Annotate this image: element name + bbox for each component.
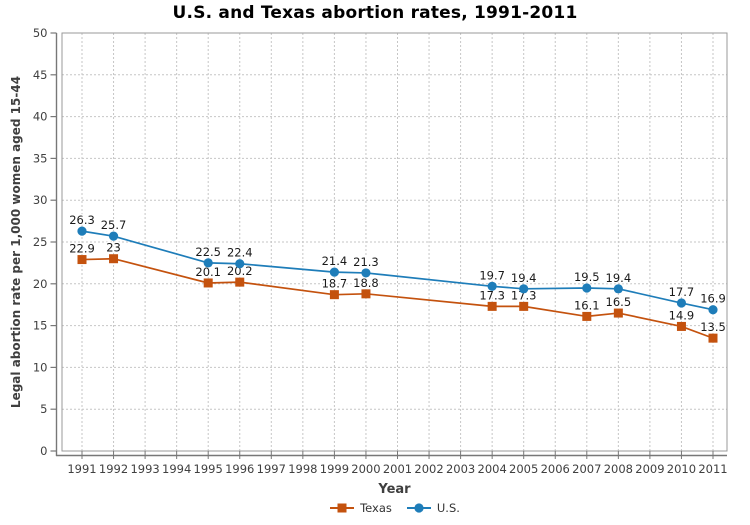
y-tick-label: 0 xyxy=(40,444,47,458)
value-label: 21.3 xyxy=(353,255,379,269)
x-tick-label: 1997 xyxy=(257,462,286,476)
value-label: 16.5 xyxy=(606,295,632,309)
data-point-circle xyxy=(708,305,718,315)
data-point-square xyxy=(203,278,213,288)
plot-border xyxy=(61,32,728,452)
data-point-square xyxy=(519,301,529,311)
data-point-square xyxy=(361,289,371,299)
data-point-circle xyxy=(235,259,245,269)
value-label: 22.5 xyxy=(195,245,221,259)
legend-item-us: U.S. xyxy=(406,501,460,515)
value-label: 16.1 xyxy=(574,298,600,312)
value-label: 22.9 xyxy=(69,242,95,256)
value-label: 20.2 xyxy=(227,264,253,278)
value-label: 17.3 xyxy=(479,288,505,302)
x-tick-label: 1996 xyxy=(225,462,254,476)
x-tick-label: 1999 xyxy=(320,462,349,476)
series-line-us xyxy=(81,230,714,311)
x-tick-label: 2000 xyxy=(351,462,380,476)
legend-label-texas: Texas xyxy=(360,501,392,515)
data-point-square xyxy=(77,255,87,265)
y-tick-label: 50 xyxy=(33,26,48,40)
x-tick-label: 1992 xyxy=(99,462,128,476)
y-tick-label: 35 xyxy=(33,151,48,165)
legend-item-texas: Texas xyxy=(329,501,392,515)
y-tick-label: 15 xyxy=(33,319,48,333)
series-line-texas xyxy=(81,257,714,339)
x-tick-label: 1993 xyxy=(130,462,159,476)
data-point-square xyxy=(235,277,245,287)
y-tick-label: 30 xyxy=(33,193,48,207)
x-axis-title: Year xyxy=(378,482,411,497)
x-tick-label: 2002 xyxy=(414,462,443,476)
data-point-square xyxy=(613,308,623,318)
x-tick-label: 2008 xyxy=(604,462,633,476)
data-point-circle xyxy=(613,284,623,294)
value-label: 25.7 xyxy=(101,218,127,232)
legend-label-us: U.S. xyxy=(436,501,460,515)
us-line-circle-marker-icon xyxy=(406,503,431,513)
value-label: 18.7 xyxy=(322,277,348,291)
data-point-circle xyxy=(203,258,213,268)
x-tick-label: 2001 xyxy=(383,462,412,476)
x-tick-label: 1998 xyxy=(288,462,317,476)
y-tick-label: 40 xyxy=(33,110,48,124)
plot-area: 0 5 10 15 20 25 30 35 40 45 50 1991 1992 1993 1994 1995… xyxy=(33,26,728,476)
data-point-circle xyxy=(329,267,339,277)
data-point-circle xyxy=(519,284,529,294)
data-point-square xyxy=(708,333,718,343)
data-point-square xyxy=(329,290,339,300)
data-point-circle xyxy=(487,281,497,291)
value-label: 21.4 xyxy=(322,254,348,268)
value-label: 17.7 xyxy=(669,285,695,299)
y-tick-label: 10 xyxy=(33,360,48,374)
x-tick-label: 1995 xyxy=(194,462,223,476)
value-label: 19.5 xyxy=(574,270,600,284)
value-label: 19.4 xyxy=(511,271,537,285)
data-point-circle xyxy=(108,231,119,241)
value-label: 23 xyxy=(106,241,121,255)
data-point-square xyxy=(109,254,119,264)
x-tick-label: 2010 xyxy=(667,462,696,476)
y-tick-label: 45 xyxy=(33,68,48,82)
x-tick-label: 2009 xyxy=(635,462,664,476)
x-tick-label: 2004 xyxy=(478,462,507,476)
y-tick-label: 5 xyxy=(40,402,47,416)
chart-title: U.S. and Texas abortion rates, 1991-2011 xyxy=(172,3,578,23)
data-point-square xyxy=(487,301,497,311)
value-label: 18.8 xyxy=(353,276,379,290)
data-point-circle xyxy=(77,226,87,236)
value-label: 22.4 xyxy=(227,246,253,260)
value-label: 19.7 xyxy=(479,268,505,282)
y-tick-label: 20 xyxy=(33,277,48,291)
x-tick-label: 2006 xyxy=(541,462,570,476)
x-tick-label: 1994 xyxy=(162,462,191,476)
data-point-circle xyxy=(582,283,592,293)
value-label: 16.9 xyxy=(700,292,726,306)
value-label: 20.1 xyxy=(195,265,221,279)
y-tick-label: 25 xyxy=(33,235,48,249)
data-point-square xyxy=(676,321,686,331)
x-tick-label: 2003 xyxy=(446,462,475,476)
legend: Texas U.S. xyxy=(62,501,727,515)
x-tick-label: 2011 xyxy=(698,462,727,476)
data-point-circle xyxy=(361,268,371,278)
value-label: 17.3 xyxy=(511,288,537,302)
value-label: 19.4 xyxy=(606,271,632,285)
value-label: 14.9 xyxy=(669,308,695,322)
x-tick-label: 1991 xyxy=(67,462,96,476)
x-tick-label: 2005 xyxy=(509,462,538,476)
value-label: 26.3 xyxy=(69,213,95,227)
value-label: 13.5 xyxy=(700,320,726,334)
x-tick-label: 2007 xyxy=(572,462,601,476)
data-point-circle xyxy=(676,298,687,308)
texas-line-square-marker-icon xyxy=(330,503,355,513)
data-point-square xyxy=(582,311,592,321)
